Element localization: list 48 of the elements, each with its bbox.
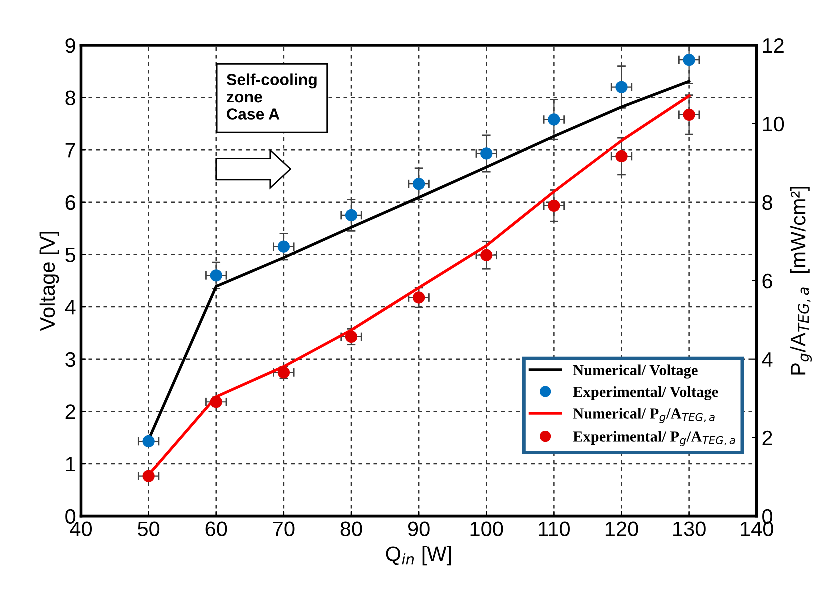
y-tick-label: 4 — [65, 300, 76, 315]
legend-label: Numerical/ Voltage — [573, 364, 698, 379]
y-tick-label: 5 — [66, 248, 76, 262]
annotation: Self-cooling zone Case A — [226, 74, 317, 120]
point — [412, 178, 426, 190]
point — [142, 435, 155, 448]
x-tick-label: 100 — [470, 522, 504, 536]
y-tick-label: 6 — [66, 195, 76, 210]
legend-label: Experimental/ Voltage — [573, 386, 718, 400]
point — [683, 108, 696, 121]
y-tick-label: 8 — [66, 90, 76, 106]
y-tick-label: 1 — [66, 457, 76, 472]
legend-label: Experimental/ P$_{g}$/A$_{TEG,a}$ — [573, 431, 736, 447]
y-tick-label: 9 — [66, 38, 76, 54]
y2-tick-label: 2 — [762, 430, 772, 446]
x-tick-label: 60 — [206, 522, 228, 536]
y-tick-label: 3 — [66, 352, 76, 368]
y-axis-title: Voltage [V] — [40, 232, 60, 332]
y2-tick-label: 4 — [762, 352, 773, 367]
legend-label: Numerical/ P$_{g}$/A$_{TEG,a}$ — [573, 408, 715, 424]
point — [616, 81, 628, 94]
x-tick-label: 80 — [340, 522, 362, 536]
point — [548, 200, 560, 212]
y2-tick-label: 10 — [763, 116, 784, 132]
point — [548, 114, 560, 126]
y2-tick-label: 8 — [762, 195, 772, 210]
x-tick-label: 110 — [539, 522, 570, 536]
x-tick-label: 50 — [138, 522, 160, 536]
point — [210, 270, 222, 282]
x-tick-label: 130 — [674, 522, 706, 536]
y2-axis-title: P$_{g}$/A$_{TEG,a}$ [mW/cm²] — [790, 187, 812, 375]
point — [345, 330, 358, 344]
point — [142, 470, 155, 482]
point — [616, 150, 628, 163]
x-tick-label: 90 — [408, 522, 430, 536]
point — [683, 54, 696, 66]
y2-tick-label: 6 — [762, 274, 772, 289]
y-tick-label: 7 — [66, 143, 76, 158]
x-tick-label: 120 — [606, 522, 638, 536]
point — [480, 148, 493, 160]
point — [480, 249, 493, 262]
x-axis-title: Q$_{in}$ [W] — [386, 546, 452, 566]
y-tick-label: 2 — [66, 404, 76, 420]
point — [278, 240, 290, 253]
y2-tick-label: 12 — [763, 38, 784, 53]
point — [412, 292, 426, 304]
x-tick-label: 70 — [273, 522, 295, 536]
point — [345, 209, 358, 222]
